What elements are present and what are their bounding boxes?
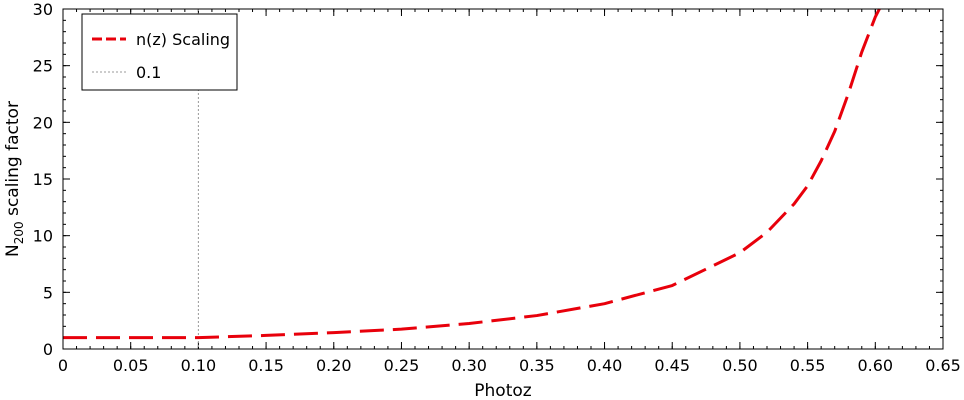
- legend-label-nz-scaling: n(z) Scaling: [136, 30, 230, 49]
- y-tick-label: 25: [33, 57, 53, 76]
- y-tick-label: 30: [33, 0, 53, 19]
- y-tick-label: 20: [33, 113, 53, 132]
- plot-area-frame: [62, 8, 944, 350]
- x-tick-label: 0.40: [587, 356, 623, 375]
- y-axis-label: N200 scaling factor: [3, 101, 26, 257]
- x-tick-label: 0.60: [857, 356, 893, 375]
- x-tick-label: 0.15: [248, 356, 284, 375]
- y-tick-label: 15: [33, 170, 53, 189]
- x-axis-tick-labels: 0 0.05 0.10 0.15 0.20 0.25 0.30 0.35 0.40 0.45 0.5…: [58, 356, 961, 375]
- series-line-nz-scaling: [63, 8, 881, 340]
- x-tick-label: 0.50: [722, 356, 758, 375]
- y-tick-label: 5: [43, 283, 53, 302]
- x-tick-label: 0.25: [384, 356, 420, 375]
- x-tick-label: 0.45: [654, 356, 690, 375]
- y-axis-label-main: N: [3, 244, 23, 257]
- x-tick-label: 0.55: [790, 356, 826, 375]
- x-tick-label: 0.35: [519, 356, 555, 375]
- x-tick-label: 0.30: [451, 356, 487, 375]
- x-tick-label: 0.05: [113, 356, 149, 375]
- x-tick-label: 0.10: [181, 356, 217, 375]
- y-tick-label: 10: [33, 227, 53, 246]
- y-axis-label-rest: scaling factor: [3, 101, 23, 221]
- x-axis-label: Photoz: [474, 381, 531, 400]
- y-axis-tick-labels: 0 5 10 15 20 25 30: [33, 0, 53, 359]
- legend-label-0.1: 0.1: [136, 63, 161, 82]
- x-tick-label: 0.20: [316, 356, 352, 375]
- legend: n(z) Scaling 0.1: [81, 13, 238, 91]
- x-tick-label: 0: [58, 356, 68, 375]
- legend-box: [81, 13, 238, 91]
- y-tick-label: 0: [43, 340, 53, 359]
- y-axis-label-subscript: 200: [12, 221, 26, 244]
- x-tick-label: 0.65: [925, 356, 961, 375]
